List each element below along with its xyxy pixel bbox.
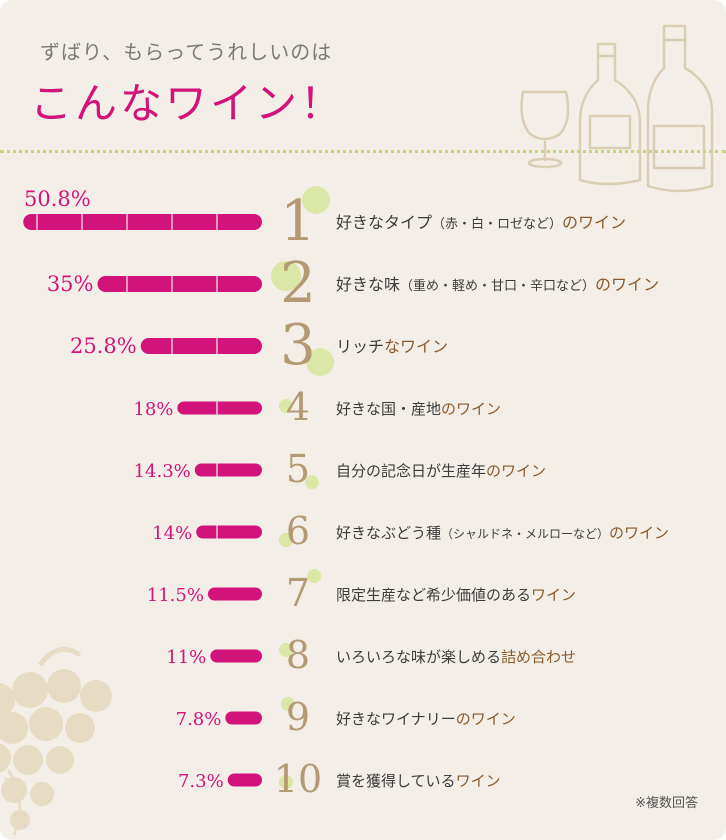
category-label-part: （シャルドネ・メルローなど） (441, 527, 609, 541)
bar-value-label: 35% (47, 272, 94, 296)
category-label: 好きな味（重め・軽め・甘口・辛口など）のワイン (336, 275, 659, 294)
category-label-part: 詰め合わせ (501, 648, 576, 666)
rank-highlight-circle (306, 348, 334, 376)
header-divider (0, 150, 726, 153)
rank-highlight-circle (271, 261, 301, 291)
bar (23, 214, 262, 230)
category-label: 好きなタイプ（赤・白・ロゼなど）のワイン (336, 213, 626, 232)
bar (140, 338, 262, 354)
category-label-part: のワイン (609, 524, 669, 542)
bar-value-label: 7.8% (176, 709, 222, 730)
wine-bottle-small-label (588, 114, 632, 150)
bar (210, 649, 262, 663)
category-label-part: ワイン (531, 586, 576, 604)
category-label-part: （赤・白・ロゼなど） (432, 216, 562, 232)
category-label: いろいろな味が楽しめる詰め合わせ (336, 648, 576, 666)
category-label-part: 限定生産など希少価値のある (336, 586, 531, 604)
rank-number: 6 (286, 509, 310, 553)
footnote: ※複数回答 (635, 796, 698, 811)
category-label-part: のワイン (456, 710, 516, 728)
bar-value-label: 14% (152, 523, 192, 544)
rank-highlight-circle (279, 399, 293, 413)
category-label-part: 好きなワイナリー (336, 710, 456, 728)
rank-highlight-circle (307, 569, 321, 583)
category-label: 限定生産など希少価値のあるワイン (336, 586, 576, 604)
bar (97, 276, 262, 292)
rank-number: 9 (286, 695, 310, 739)
rank-highlight-circle (305, 475, 319, 489)
category-label: 好きな国・産地のワイン (336, 400, 501, 418)
page-subtitle: ずばり、もらってうれしいのは (40, 40, 333, 64)
category-label-part: 好きなタイプ (336, 213, 432, 232)
category-label-part: のワイン (595, 275, 659, 294)
category-label-part: ワイン (456, 772, 501, 790)
category-label: 好きなワイナリーのワイン (336, 710, 516, 728)
category-label-part: （重め・軽め・甘口・辛口など） (400, 278, 595, 294)
category-label-part: 自分の記念日が生産年 (336, 462, 486, 480)
rank-number: 8 (286, 633, 310, 677)
category-label-part: 好きな国・産地 (336, 400, 441, 418)
wine-glass-base (527, 157, 563, 169)
rank-number: 10 (274, 757, 322, 801)
bar (196, 525, 262, 539)
category-label-part: いろいろな味が楽しめる (336, 648, 501, 666)
rank-highlight-circle (279, 643, 293, 657)
category-label: リッチなワイン (336, 337, 448, 356)
category-label-part: のワイン (441, 400, 501, 418)
category-label-part: 賞を獲得している (336, 772, 456, 790)
rank-highlight-circle (302, 186, 330, 214)
rank-number: 5 (286, 447, 310, 491)
rank-number: 1 (280, 189, 316, 254)
bar (177, 401, 262, 415)
category-label-part: 好きな味 (336, 275, 400, 294)
page-title: こんなワイン！ (30, 79, 346, 128)
bar (207, 587, 262, 601)
bar-value-label: 18% (133, 399, 173, 420)
rank-number: 4 (286, 385, 310, 429)
rank-highlight-circle (281, 697, 295, 711)
category-label: 好きなぶどう種（シャルドネ・メルローなど）のワイン (336, 524, 669, 542)
bar (227, 773, 262, 787)
bar-value-label: 7.3% (178, 771, 224, 792)
category-label-part: のワイン (486, 462, 546, 480)
rank-highlight-circle (279, 533, 293, 547)
category-label: 自分の記念日が生産年のワイン (336, 462, 546, 480)
category-label-part: 好きなぶどう種 (336, 524, 441, 542)
bar-value-label: 50.8% (24, 187, 91, 211)
wine-bottle-large (646, 24, 714, 193)
rank-number: 3 (280, 313, 316, 378)
category-label-part: のワイン (562, 213, 626, 232)
category-label-part: リッチ (336, 337, 384, 356)
bar-value-label: 11.5% (147, 585, 204, 606)
rank-number: 2 (280, 251, 316, 316)
bar (225, 711, 262, 725)
wine-bottle-small (578, 42, 642, 186)
wine-bottle-large-label (652, 124, 706, 170)
bar (194, 463, 262, 477)
category-label-part: なワイン (384, 337, 448, 356)
rank-number: 7 (286, 571, 310, 615)
category-label: 賞を獲得しているワイン (336, 772, 501, 790)
wine-glass-bowl (520, 90, 570, 141)
bar-value-label: 11% (166, 647, 206, 668)
bar-value-label: 14.3% (134, 461, 191, 482)
rank-highlight-circle (279, 775, 293, 789)
bar-value-label: 25.8% (70, 334, 137, 358)
